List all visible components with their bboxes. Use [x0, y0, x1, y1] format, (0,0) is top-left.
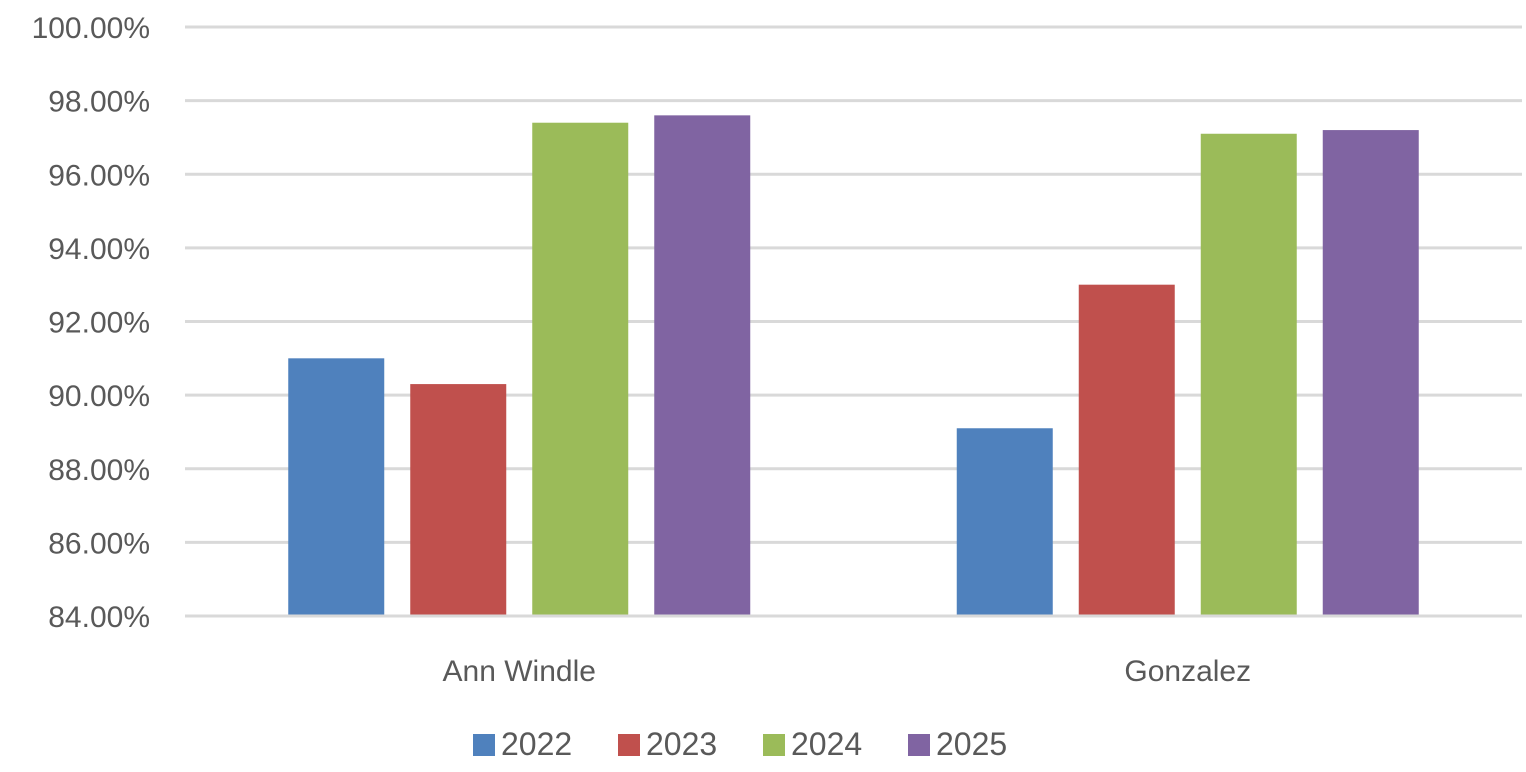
bar-2023-ann-windle	[410, 384, 507, 616]
x-category-label: Gonzalez	[1124, 655, 1251, 688]
y-tick-label: 90.00%	[48, 380, 150, 413]
bar-2023-gonzalez	[1078, 284, 1175, 616]
gridlines	[185, 25, 1522, 618]
bar-2025-gonzalez	[1322, 130, 1419, 616]
y-tick-label: 100.00%	[32, 12, 150, 45]
legend-swatch	[763, 734, 785, 756]
legend-item-2023: 2023	[618, 726, 717, 762]
bar-2025-ann-windle	[654, 115, 751, 616]
legend-label: 2024	[791, 726, 862, 762]
y-tick-label: 84.00%	[48, 601, 150, 634]
y-tick-label: 88.00%	[48, 454, 150, 487]
legend-swatch	[473, 734, 495, 756]
bar-2022-ann-windle	[288, 358, 385, 616]
x-category-label: Ann Windle	[443, 655, 596, 688]
bar-2024-gonzalez	[1200, 133, 1297, 616]
legend-label: 2022	[501, 726, 572, 762]
bars	[288, 115, 1419, 617]
legend-label: 2023	[646, 726, 717, 762]
bar-2024-ann-windle	[532, 122, 629, 617]
y-tick-label: 92.00%	[48, 307, 150, 340]
bar-2022-gonzalez	[956, 428, 1053, 616]
legend: 2022 2023 2024 2025	[473, 726, 1007, 762]
y-tick-label: 94.00%	[48, 233, 150, 266]
x-axis-category-labels: Ann Windle Gonzalez	[443, 655, 1252, 688]
y-tick-label: 96.00%	[48, 159, 150, 192]
legend-item-2024: 2024	[763, 726, 862, 762]
y-tick-label: 98.00%	[48, 86, 150, 119]
legend-swatch	[618, 734, 640, 756]
legend-item-2025: 2025	[908, 726, 1007, 762]
legend-item-2022: 2022	[473, 726, 572, 762]
y-axis-tick-labels: 84.00% 86.00% 88.00% 90.00% 92.00% 94.00% 96.0…	[32, 12, 150, 634]
legend-label: 2025	[936, 726, 1007, 762]
y-tick-label: 86.00%	[48, 527, 150, 560]
legend-swatch	[908, 734, 930, 756]
